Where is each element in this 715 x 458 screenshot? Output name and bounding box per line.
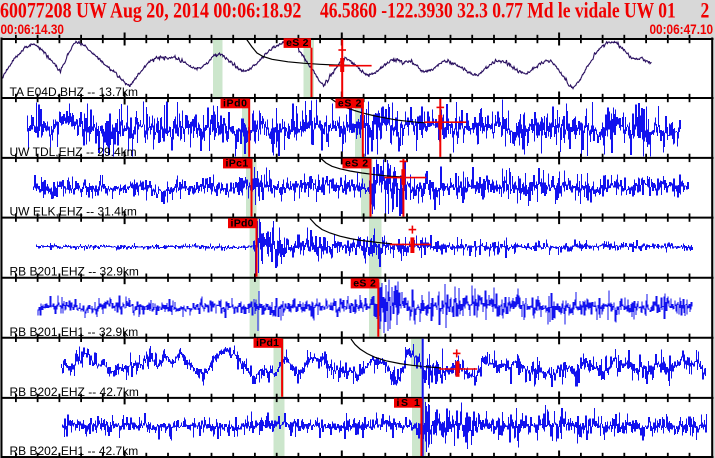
svg-text:46.5860 -122.3930 32.3 0.77 Md: 46.5860 -122.3930 32.3 0.77 Md le vidale… <box>320 0 676 23</box>
svg-text:RB B201,EHZ -- 32.9km: RB B201,EHZ -- 32.9km <box>10 265 139 279</box>
svg-text:00:06:14.30: 00:06:14.30 <box>1 21 64 37</box>
svg-text:60077208 UW Aug 20, 2014 00:06: 60077208 UW Aug 20, 2014 00:06:18.92 <box>0 0 301 23</box>
svg-text:eS 2: eS 2 <box>286 37 309 49</box>
svg-text:UW ELK,EHZ -- 31.4km: UW ELK,EHZ -- 31.4km <box>10 205 137 219</box>
svg-text:iPd0: iPd0 <box>231 217 254 229</box>
svg-text:00:06:47.10: 00:06:47.10 <box>650 21 714 37</box>
svg-text:RB B202,EH1 -- 42.7km: RB B202,EH1 -- 42.7km <box>10 444 139 458</box>
svg-text:TA E04D,BHZ -- 13.7km: TA E04D,BHZ -- 13.7km <box>10 85 138 99</box>
svg-text:RB B202,EHZ -- 42.7km: RB B202,EHZ -- 42.7km <box>10 385 139 399</box>
svg-text:iPd1: iPd1 <box>256 337 279 349</box>
svg-text:eS 2: eS 2 <box>345 158 368 170</box>
svg-text:iPd0: iPd0 <box>223 98 247 110</box>
svg-text:eS 2: eS 2 <box>338 98 362 110</box>
svg-text:iPc1: iPc1 <box>226 158 249 170</box>
svg-text:UW TDL,EHZ -- 29.4km: UW TDL,EHZ -- 29.4km <box>10 145 137 159</box>
svg-text:2: 2 <box>701 0 710 23</box>
svg-text:RB B201,EH1 -- 32.9km: RB B201,EH1 -- 32.9km <box>10 325 139 339</box>
svg-text:eS 2: eS 2 <box>353 278 376 290</box>
